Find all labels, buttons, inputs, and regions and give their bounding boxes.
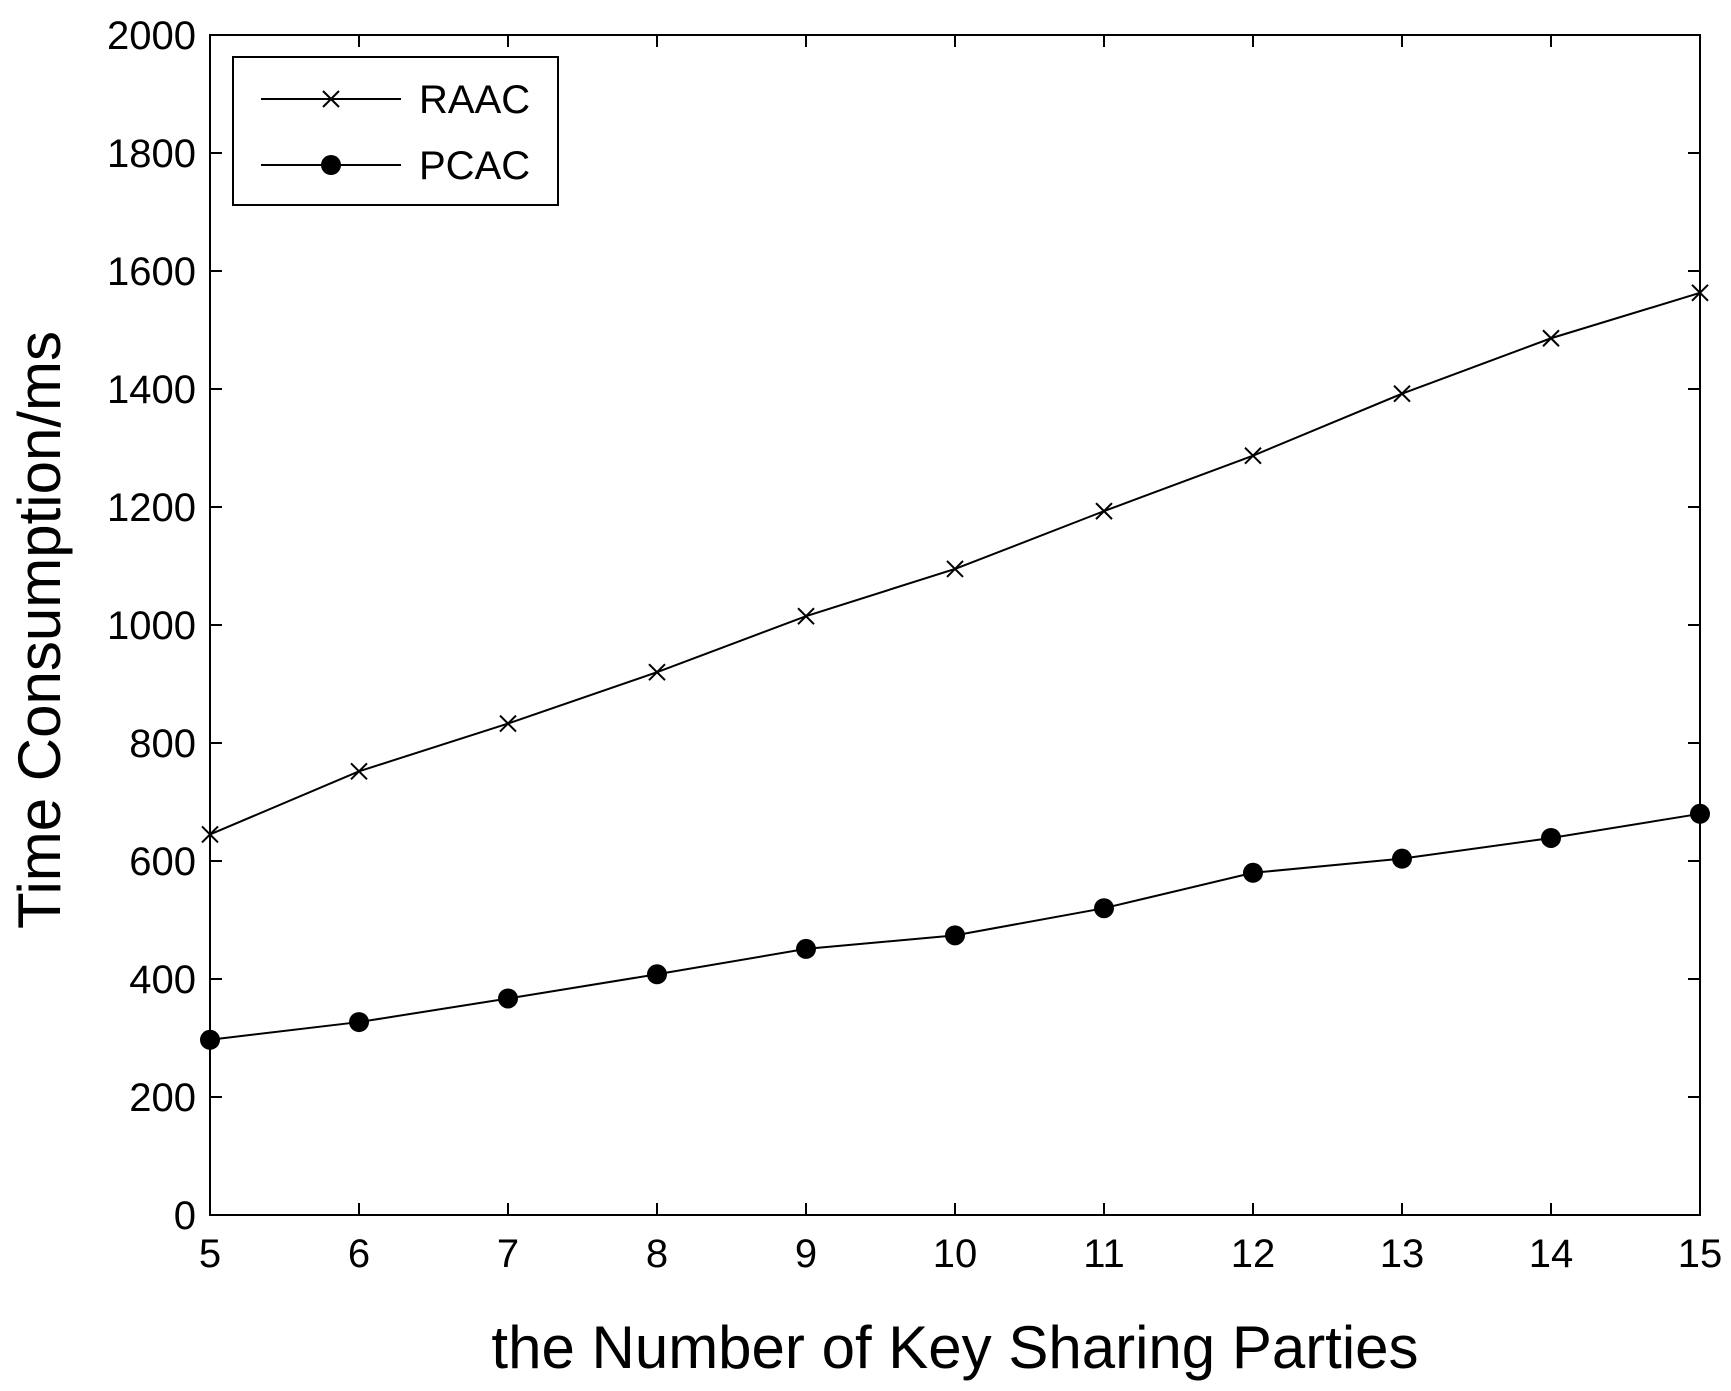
data-point-pcac bbox=[1094, 898, 1114, 919]
data-point-pcac bbox=[349, 1012, 369, 1033]
legend-entry-pcac: PCAC bbox=[261, 144, 530, 188]
data-point-raac bbox=[1691, 284, 1709, 302]
x-tick-label: 5 bbox=[199, 1232, 221, 1276]
x-tick-label: 15 bbox=[1678, 1232, 1723, 1276]
y-tick-label: 1600 bbox=[107, 250, 196, 294]
x-marker-stroke bbox=[1691, 284, 1709, 302]
data-point-pcac bbox=[498, 988, 518, 1009]
data-point-raac bbox=[350, 762, 368, 781]
x-marker-stroke bbox=[946, 560, 964, 578]
data-point-raac bbox=[1095, 502, 1113, 520]
y-tick-label: 2000 bbox=[107, 14, 196, 58]
y-tick-label: 1800 bbox=[107, 132, 196, 176]
legend-marker-pcac bbox=[321, 155, 341, 175]
y-tick-label: 1200 bbox=[107, 486, 196, 530]
y-tick-label: 1000 bbox=[107, 604, 196, 648]
data-point-raac bbox=[499, 714, 517, 733]
series-raac bbox=[201, 284, 1709, 844]
series-layer bbox=[200, 284, 1710, 1050]
legend-label-pcac: PCAC bbox=[419, 144, 530, 188]
x-marker-stroke bbox=[797, 607, 815, 625]
x-tick-label: 14 bbox=[1529, 1232, 1574, 1276]
x-marker-stroke bbox=[322, 90, 340, 108]
series-pcac bbox=[200, 803, 1710, 1050]
x-tick-label: 13 bbox=[1380, 1232, 1425, 1276]
y-tick-label: 800 bbox=[129, 722, 196, 766]
data-point-pcac bbox=[1690, 803, 1710, 824]
x-marker-stroke bbox=[648, 663, 666, 681]
x-axis-title: the Number of Key Sharing Parties bbox=[491, 1314, 1418, 1381]
y-axis: 0 200 400 600 800 1000 1200 1400 1600 1800 2000 bbox=[107, 14, 1700, 1238]
x-marker-stroke bbox=[1095, 502, 1113, 520]
legend-marker-raac bbox=[322, 90, 340, 108]
data-point-pcac bbox=[1541, 827, 1561, 848]
x-tick-label: 11 bbox=[1083, 1232, 1125, 1276]
data-point-raac bbox=[648, 663, 666, 681]
x-marker-stroke bbox=[1393, 385, 1411, 403]
legend-label-raac: RAAC bbox=[419, 78, 530, 122]
y-tick-label: 200 bbox=[129, 1076, 196, 1120]
y-tick-label: 400 bbox=[129, 958, 196, 1002]
x-marker-stroke bbox=[350, 762, 368, 781]
data-point-pcac bbox=[1243, 862, 1263, 883]
x-tick-label: 7 bbox=[497, 1232, 519, 1276]
y-tick-label: 0 bbox=[174, 1194, 196, 1238]
data-point-raac bbox=[1542, 329, 1560, 347]
x-axis: 5 6 7 8 9 10 11 12 13 14 15 bbox=[199, 35, 1722, 1276]
x-marker-stroke bbox=[201, 825, 219, 844]
x-marker-stroke bbox=[1542, 329, 1560, 347]
data-point-raac bbox=[201, 825, 219, 844]
x-tick-label: 12 bbox=[1231, 1232, 1276, 1276]
legend-box bbox=[232, 56, 559, 206]
legend-entry-raac: RAAC bbox=[261, 78, 530, 122]
plot-border bbox=[209, 34, 1701, 1216]
data-point-raac bbox=[946, 560, 964, 578]
data-point-pcac bbox=[796, 938, 816, 959]
data-point-pcac bbox=[647, 964, 667, 985]
x-tick-label: 8 bbox=[646, 1232, 668, 1276]
x-marker-stroke bbox=[1244, 446, 1262, 465]
plot-area bbox=[209, 34, 1701, 1216]
data-point-raac bbox=[1393, 385, 1411, 403]
data-point-raac bbox=[797, 607, 815, 625]
data-point-raac bbox=[1244, 446, 1262, 465]
x-marker-stroke bbox=[499, 714, 517, 733]
data-point-pcac bbox=[200, 1029, 220, 1050]
data-point-pcac bbox=[945, 925, 965, 946]
x-tick-label: 10 bbox=[933, 1232, 978, 1276]
y-tick-label: 600 bbox=[129, 840, 196, 884]
y-axis-title: Time Consumption/ms bbox=[6, 331, 73, 929]
series-line-raac bbox=[209, 291, 1701, 836]
y-tick-label: 1400 bbox=[107, 368, 196, 412]
x-tick-label: 6 bbox=[348, 1232, 370, 1276]
x-tick-label: 9 bbox=[795, 1232, 817, 1276]
data-point-pcac bbox=[1392, 848, 1412, 869]
legend: RAAC PCAC bbox=[232, 56, 559, 206]
